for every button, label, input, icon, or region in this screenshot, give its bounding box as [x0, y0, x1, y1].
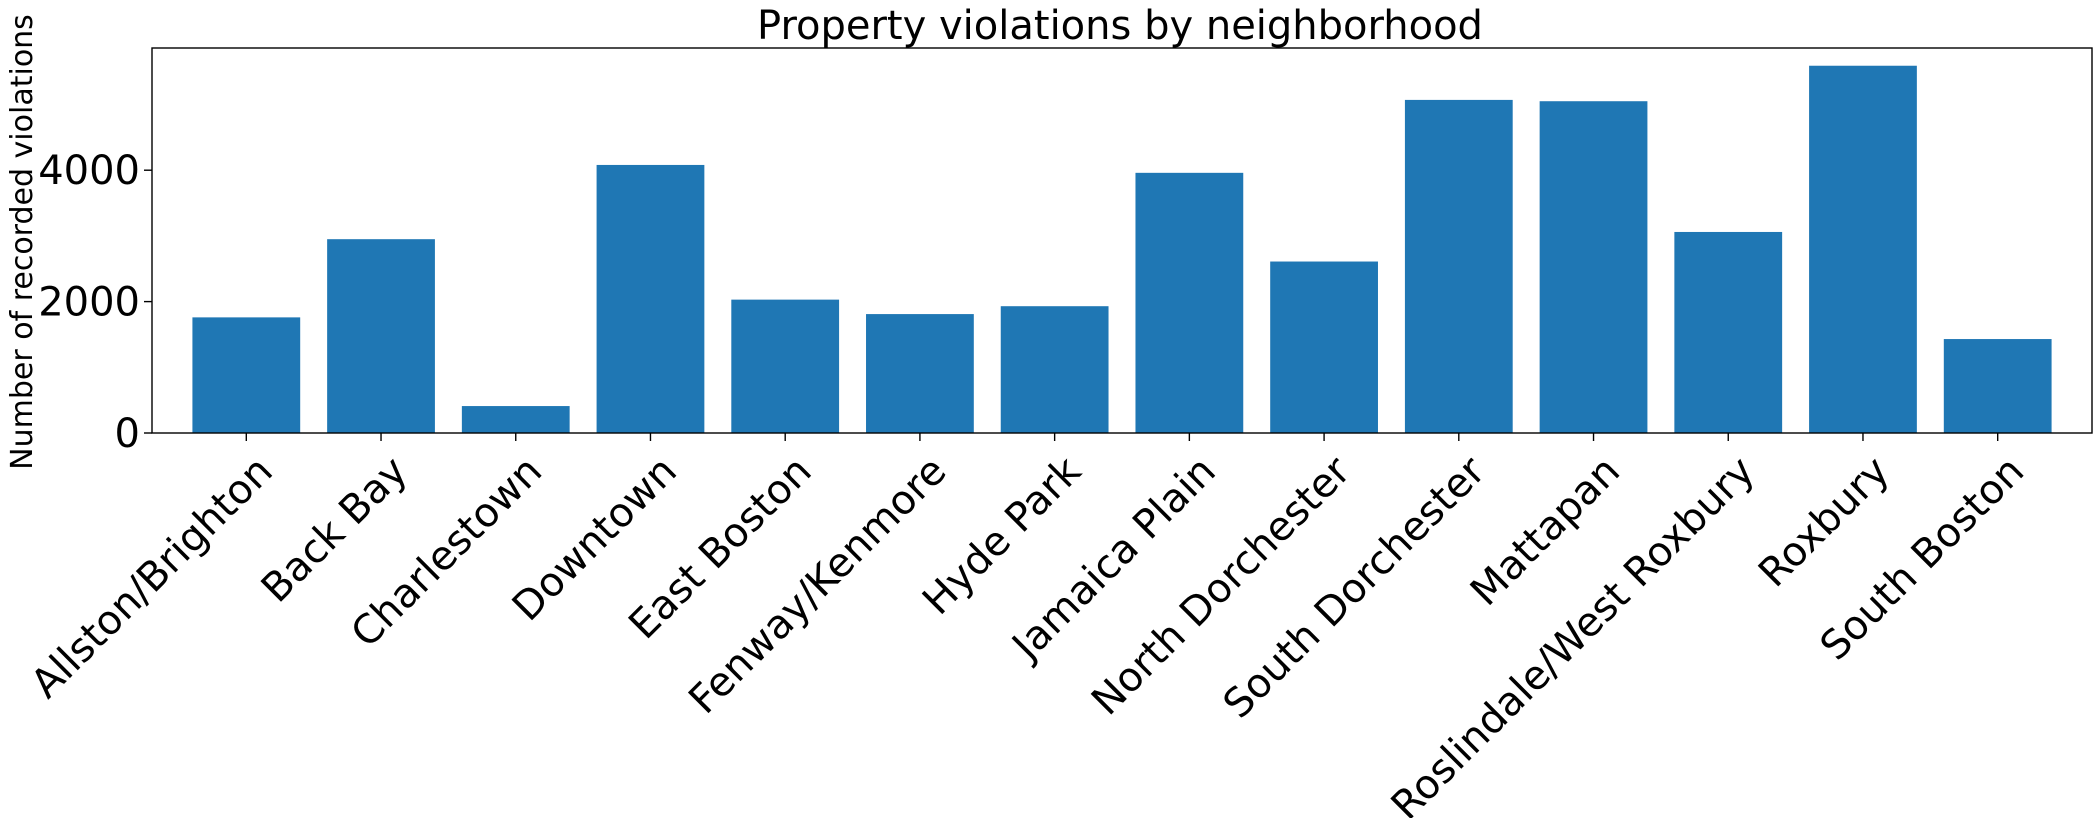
bar-east-boston: [731, 299, 840, 433]
y-tick-label: 0: [115, 411, 140, 457]
y-tick-label: 2000: [38, 280, 140, 326]
y-tick-label: 4000: [38, 148, 140, 194]
bar-fenway-kenmore: [866, 314, 974, 433]
bar-jamaica-plain: [1135, 172, 1244, 433]
bar-mattapan: [1539, 101, 1648, 433]
bar-south-dorchester: [1404, 99, 1513, 433]
y-ticks-group: 0 2000 4000: [38, 148, 152, 457]
bar-north-dorchester: [1270, 261, 1378, 433]
bar-roslindale-west-roxbury: [1674, 231, 1783, 433]
plot-frame: [151, 47, 2093, 434]
bar-roxbury: [1809, 65, 1917, 434]
x-tick-label: North Dorchester: [1083, 448, 1360, 725]
y-axis-label: Number of recorded violations: [5, 14, 40, 470]
x-tick-label: South Dorchester: [1215, 448, 1495, 728]
bar-back-bay: [327, 239, 435, 433]
bar-south-boston: [1943, 339, 2052, 433]
x-tick-label: Fenway/Kenmore: [680, 448, 955, 723]
bar-hyde-park: [1000, 306, 1109, 433]
bar-charlestown: [461, 406, 570, 433]
x-tick-label: Allston/Brighton: [22, 448, 281, 707]
bar-allston-brighton: [192, 317, 301, 433]
chart-title: Property violations by neighborhood: [757, 3, 1483, 49]
bars-group: [192, 65, 2052, 434]
bar-downtown: [596, 164, 705, 434]
